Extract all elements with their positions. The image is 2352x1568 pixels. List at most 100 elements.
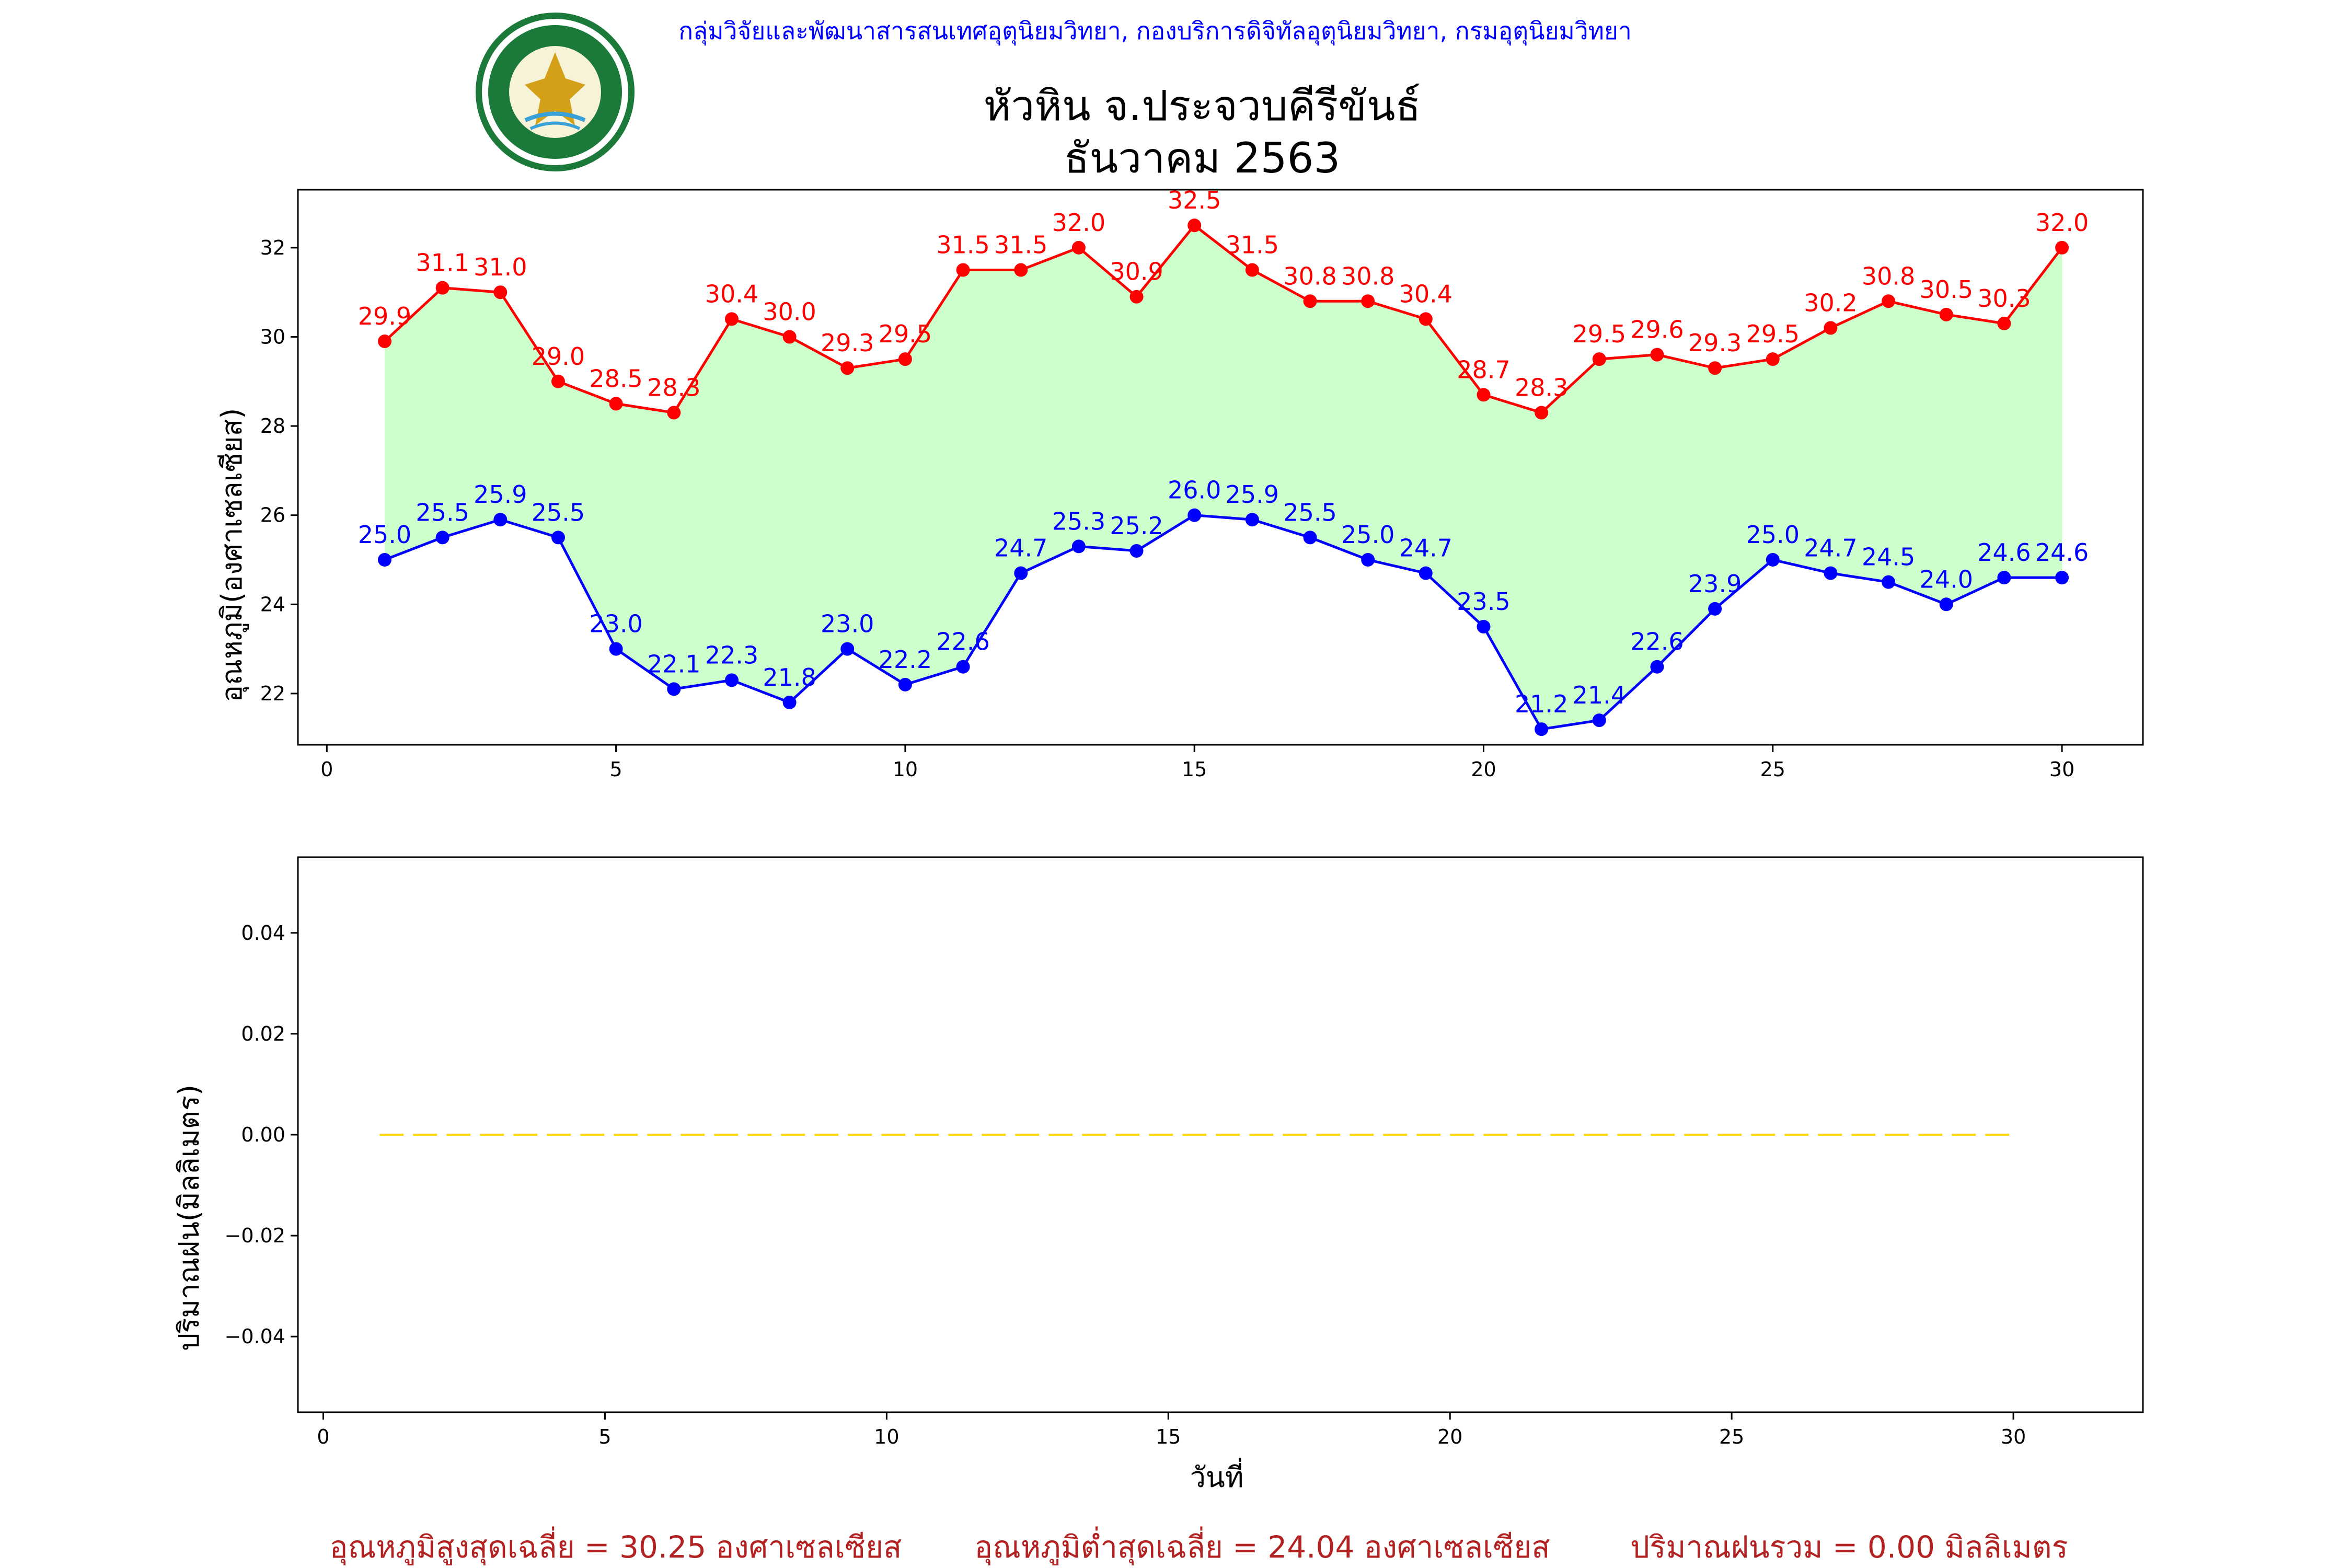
min-temperature-label: 24.7 [1804,534,1857,562]
min-temperature-point [1419,566,1433,580]
min-temperature-label: 25.0 [1341,521,1394,549]
min-temperature-point [840,642,855,656]
min-temperature-label: 23.5 [1457,587,1510,616]
min-temperature-point [1187,508,1202,522]
min-temperature-label: 25.5 [416,498,469,526]
min-temperature-label: 22.6 [1630,628,1684,656]
y-tick-label: 30 [260,325,285,348]
max-temperature-label: 30.8 [1283,262,1336,290]
min-temperature-point [1766,553,1780,567]
min-temperature-label: 25.5 [1283,498,1336,526]
min-temperature-point [1997,571,2011,585]
y-tick-label: 0.00 [241,1123,285,1146]
min-temperature-label: 22.3 [705,641,758,669]
rainfall-y-axis-title: ปริมาณฝน(มิลลิเมตร) [172,1085,205,1351]
max-temperature-point [1708,361,1722,375]
min-temperature-point [2055,571,2069,585]
min-temperature-point [1882,575,1896,589]
rainfall-plot: 0 5 10 15 20 25 30 −0.04 −0.02 0.00 0.02 0.04 [225,856,2144,1448]
max-temperature-point [898,352,912,366]
max-temperature-label: 29.5 [879,320,932,348]
min-temperature-label: 24.6 [2035,538,2089,567]
footer-total-rain: ปริมาณฝนรวม = 0.00 มิลลิเมตร [1630,1529,2068,1565]
max-temperature-point [1303,294,1317,308]
x-tick-label: 10 [893,758,918,781]
min-temperature-label: 26.0 [1168,476,1221,504]
temperature-plot-frame [297,189,2144,746]
x-tick-label: 0 [317,1425,329,1448]
min-temperature-label: 21.8 [763,663,816,691]
x-tick-label: 5 [610,758,622,781]
max-temperature-point [1650,348,1664,362]
max-temperature-point [2055,240,2069,255]
min-temperature-point [898,677,912,691]
max-temperature-label: 32.5 [1168,186,1221,214]
min-temperature-label: 25.0 [358,521,411,549]
min-temperature-point [1650,660,1664,674]
max-temperature-point [1535,406,1549,420]
min-temperature-label: 25.9 [474,480,527,509]
max-temperature-point [782,330,797,344]
y-tick-label: 28 [260,414,285,437]
min-temperature-label: 23.0 [821,610,874,638]
min-temperature-point [1592,713,1606,728]
max-temperature-label: 30.0 [763,297,816,326]
y-tick-label: 0.02 [241,1022,285,1045]
max-temperature-label: 28.3 [647,374,700,402]
max-temperature-label: 28.3 [1515,374,1568,402]
y-tick-label: 32 [260,236,285,259]
min-temperature-label: 23.0 [589,610,642,638]
y-tick-label: 24 [260,593,285,616]
min-temperature-point [1824,566,1838,580]
min-temperature-label: 23.9 [1688,570,1742,598]
max-temperature-point [1477,388,1491,402]
min-temperature-label: 25.9 [1226,480,1279,509]
max-temperature-point [724,312,739,326]
max-temperature-label: 30.4 [705,280,758,308]
max-temperature-point [1129,290,1144,304]
max-temperature-point [1071,240,1086,255]
x-tick-label: 30 [2001,1425,2026,1448]
max-temperature-label: 30.2 [1804,289,1857,317]
max-temperature-point [840,361,855,375]
max-temperature-label: 29.6 [1630,316,1684,344]
min-temperature-point [377,553,391,567]
temperature-plot: 0 5 10 15 20 25 30 22 24 26 28 30 32 29.931.1 31.0 29.0… [260,186,2144,781]
min-temperature-label: 24.6 [1977,538,2031,567]
x-tick-label: 30 [2049,758,2074,781]
x-tick-label: 25 [1719,1425,1744,1448]
min-temperature-label: 25.3 [1052,507,1105,535]
min-temperature-point [1014,566,1028,580]
min-temperature-point [1071,539,1086,554]
min-temperature-label: 25.5 [532,498,585,526]
min-temperature-point [1361,553,1375,567]
max-temperature-label: 31.5 [994,231,1047,259]
min-temperature-point [782,695,797,709]
min-temperature-label: 24.5 [1862,543,1915,571]
min-temperature-label: 24.0 [1920,565,1973,593]
max-temperature-label: 30.5 [1920,275,1973,304]
max-temperature-label: 32.0 [1052,209,1105,237]
x-tick-label: 10 [874,1425,899,1448]
max-temperature-point [667,406,681,420]
footer-avg-min: อุณหภูมิต่ำสุดเฉลี่ย = 24.04 องศาเซลเซีย… [974,1526,1550,1566]
max-temperature-label: 30.8 [1341,262,1394,290]
max-temperature-point [1939,307,1953,321]
max-temperature-point [493,285,508,299]
max-temperature-label: 31.5 [936,231,989,259]
min-temperature-label: 22.2 [879,645,932,674]
max-temperature-label: 29.3 [1688,329,1742,357]
max-temperature-point [609,397,623,411]
agency-line: กลุ่มวิจัยและพัฒนาสารสนเทศอุตุนิยมวิทยา,… [678,17,1632,46]
y-tick-label: 26 [260,504,285,527]
x-tick-label: 25 [1760,758,1785,781]
min-temperature-label: 24.7 [1399,534,1452,562]
max-temperature-label: 32.0 [2035,209,2089,237]
meteorological-department-seal-icon [476,13,635,171]
max-temperature-label: 30.4 [1399,280,1452,308]
min-temperature-point [667,682,681,696]
max-temperature-point [1824,321,1838,335]
min-temperature-point [1129,544,1144,558]
